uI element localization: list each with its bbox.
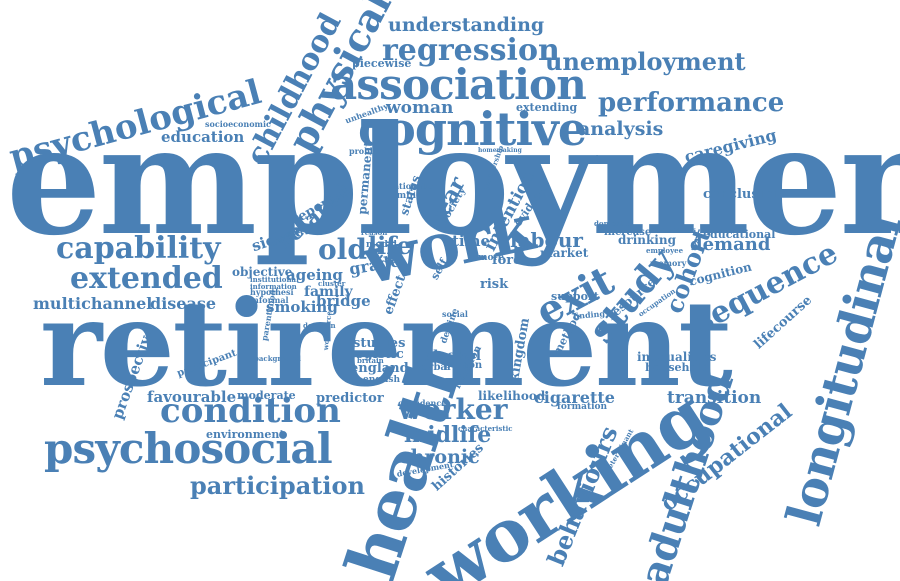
word-social: social — [442, 310, 468, 318]
word-increase: increase — [604, 228, 651, 238]
word-risk: risk — [480, 278, 508, 291]
word-education: education — [161, 130, 244, 145]
word-support: support — [551, 291, 599, 302]
word-britain: britain — [357, 357, 384, 364]
word-market: market — [540, 247, 588, 259]
word-environment: environment — [206, 429, 284, 440]
word-piecewise: piecewise — [352, 58, 411, 69]
word-household: household — [645, 362, 709, 373]
word-capability: capability — [56, 234, 221, 264]
word-timing: timing — [389, 192, 422, 201]
word-unemployment: unemployment — [545, 50, 746, 74]
word-conclusion: conclusion — [703, 188, 782, 201]
word-psychosocial: psychosocial — [44, 428, 332, 470]
word-pattern: pattern — [410, 182, 443, 190]
word-extended: extended — [70, 264, 223, 294]
word-predictor: predictor — [316, 392, 384, 405]
word-analysis: analysis — [578, 120, 663, 139]
word-characteristic: characteristic — [458, 425, 513, 432]
word-continuous: continuous — [652, 226, 696, 233]
word-employee: employee — [646, 247, 683, 254]
word-multichannel: multichannel — [33, 296, 152, 312]
word-problem: problem — [349, 147, 386, 155]
word-confidence: confidence — [398, 399, 446, 407]
word-socioeconomic: socioeconomic — [205, 120, 271, 128]
word-more: more — [478, 254, 504, 263]
word-finding: finding — [573, 309, 605, 320]
word-educational: educational — [703, 229, 775, 240]
word-cluster: cluster — [318, 280, 345, 287]
word-understanding: understanding — [388, 16, 544, 35]
word-likelihood: likelihood — [478, 390, 545, 402]
word-disease: disease — [150, 296, 216, 312]
word-transition: transition — [667, 390, 761, 407]
word-favourable: favourable — [147, 390, 236, 405]
word-woman: woman — [386, 100, 453, 117]
word-background: background — [254, 355, 301, 362]
word-english: english — [363, 376, 400, 385]
word-performance: performance — [598, 90, 784, 116]
word-moderate: moderate — [237, 390, 296, 401]
word-reason: reason — [361, 229, 387, 236]
word-participation: participation — [190, 474, 365, 498]
word-domestic: domestic — [594, 220, 630, 227]
word-extending: extending — [516, 102, 577, 113]
word-formation: formation — [557, 403, 607, 412]
word-memory: memory — [650, 259, 686, 267]
word-model: model — [366, 241, 397, 250]
word-information: information — [250, 283, 297, 290]
